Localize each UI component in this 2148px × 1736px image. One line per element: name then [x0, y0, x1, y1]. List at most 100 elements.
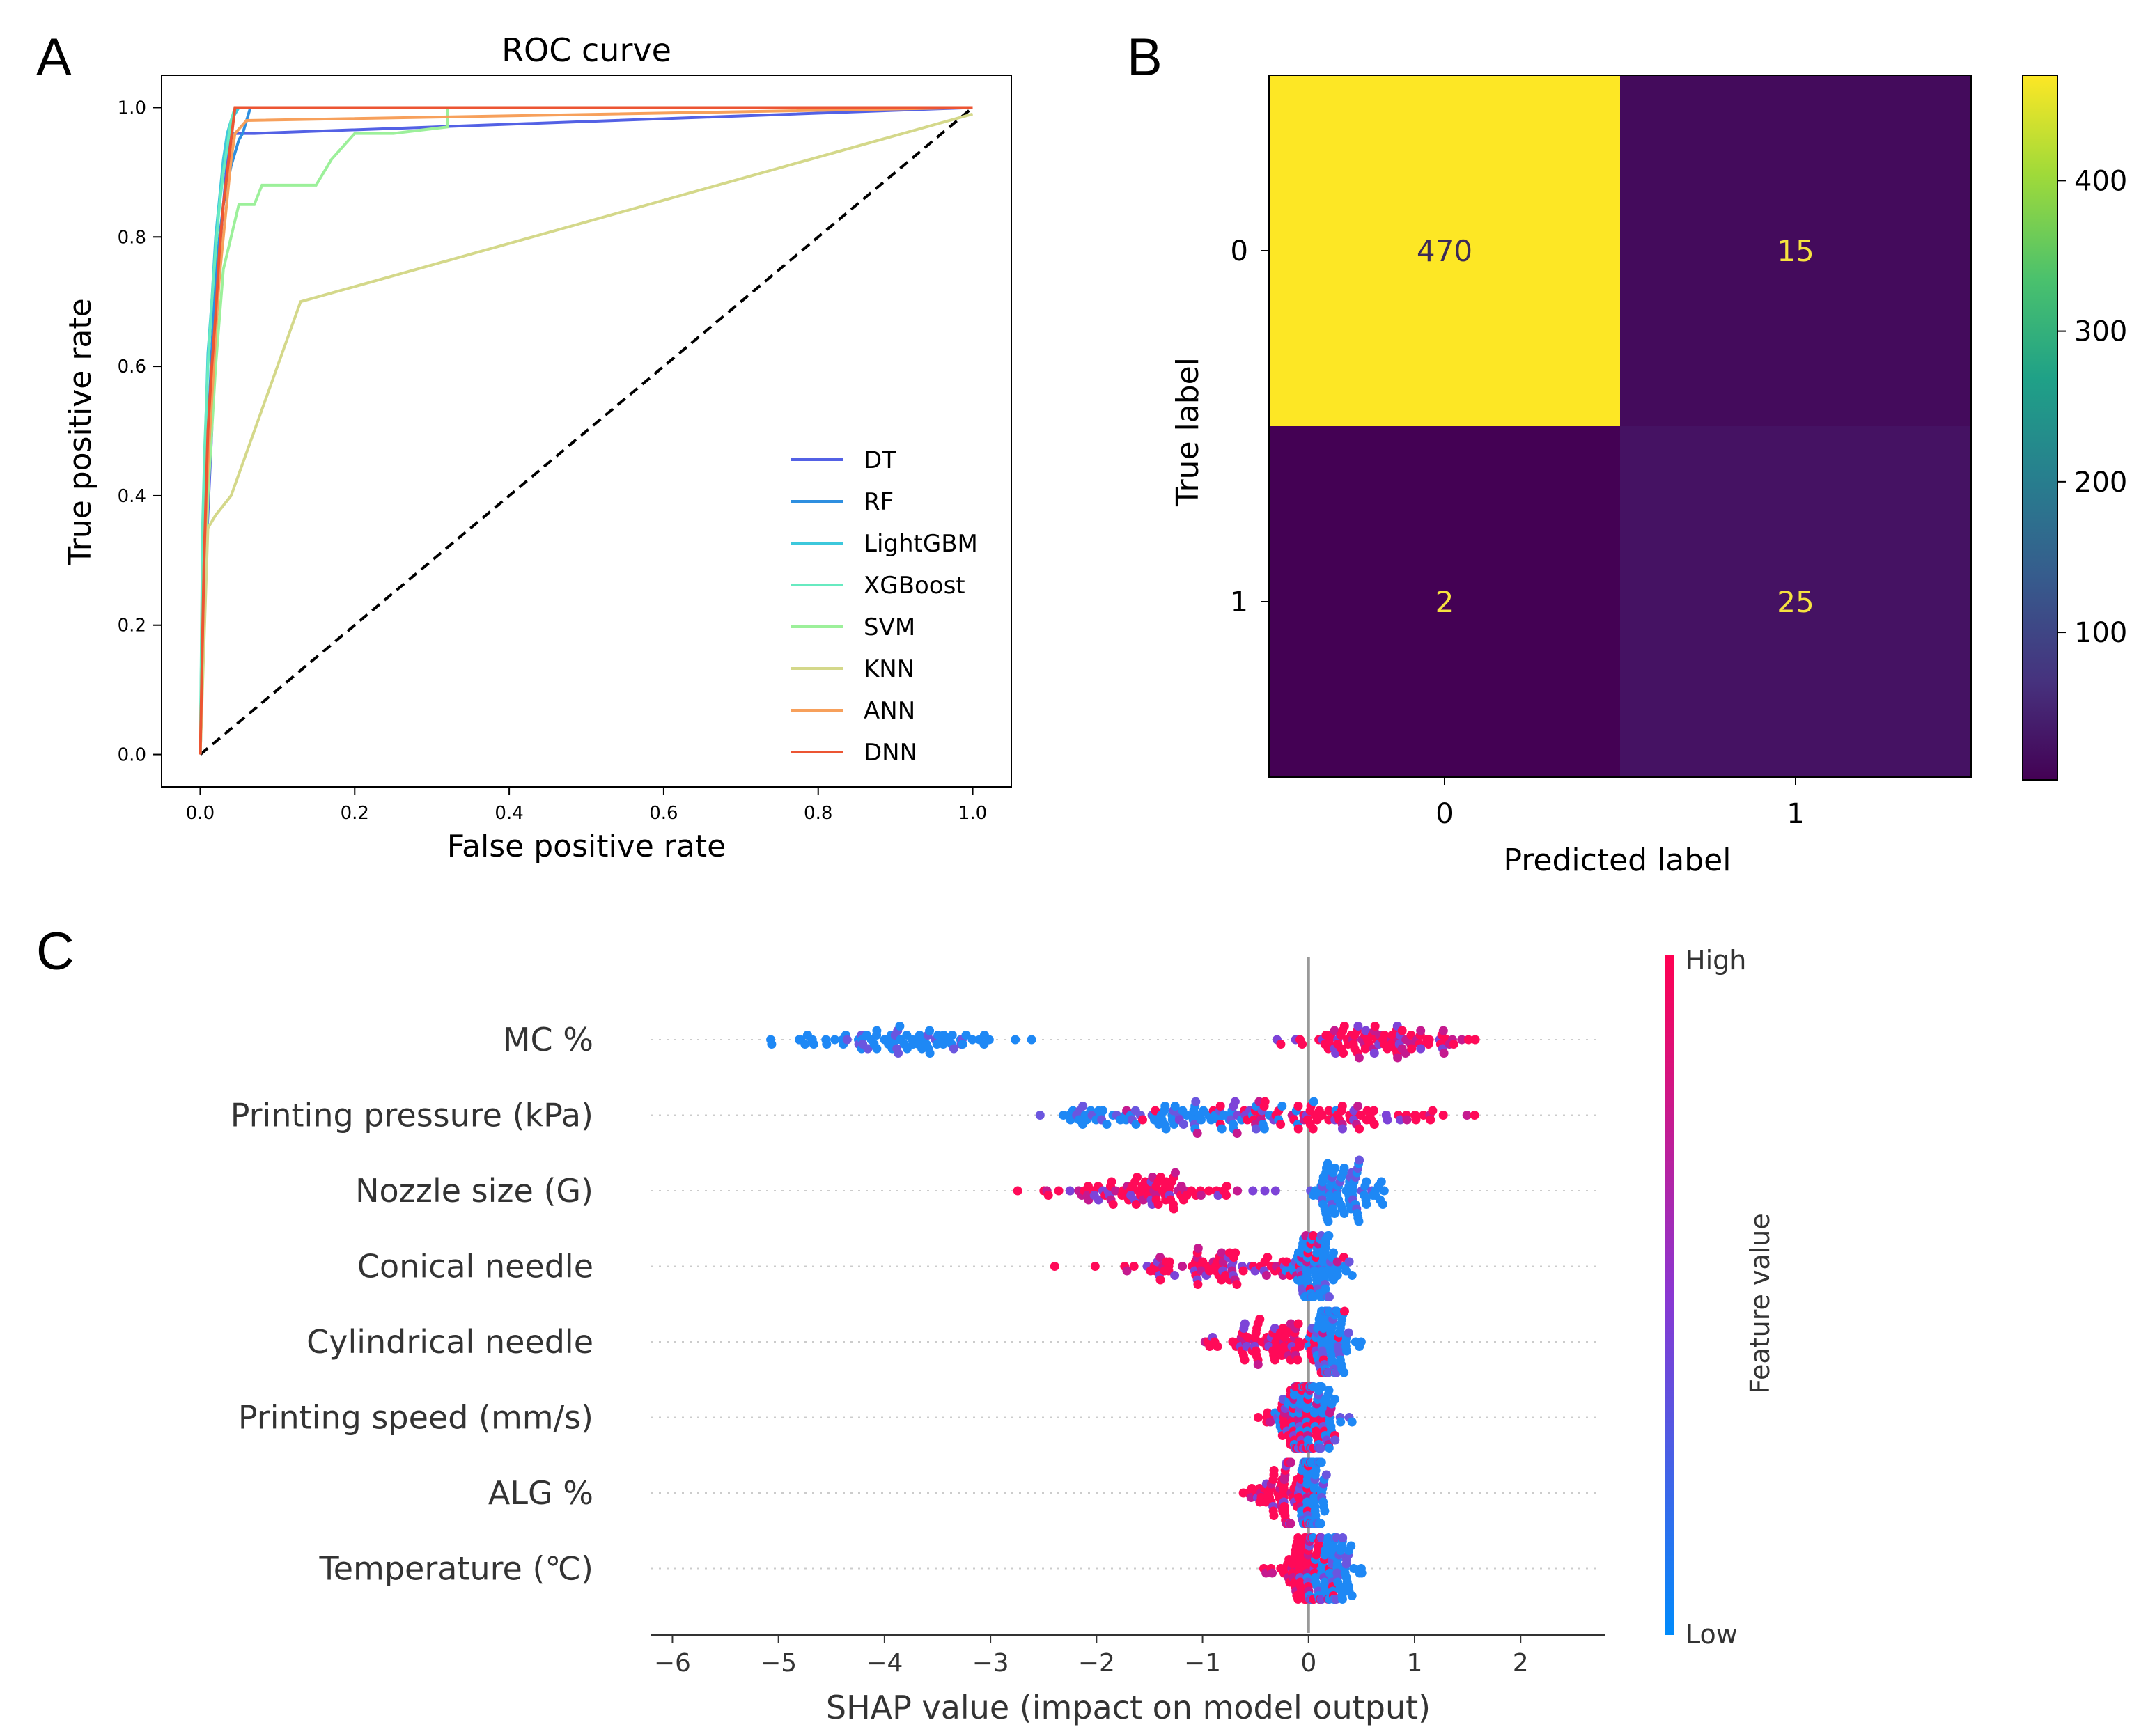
shap-dot: [872, 1026, 882, 1035]
shap-dot: [1098, 1106, 1107, 1116]
shap-dot: [830, 1035, 840, 1045]
shap-dot: [1155, 1275, 1165, 1285]
shap-dot: [1439, 1049, 1449, 1058]
shap-dot: [1347, 1417, 1357, 1427]
shap-dot: [1102, 1120, 1112, 1129]
shap-feature-label: Temperature (℃): [318, 1550, 593, 1588]
shap-dot: [1133, 1173, 1142, 1182]
shap-dot: [1339, 1209, 1349, 1218]
shap-dot: [1379, 1186, 1389, 1196]
shap-dot: [1380, 1031, 1390, 1040]
shap-xtick-label: −6: [654, 1649, 691, 1678]
shap-dot: [1339, 1049, 1348, 1058]
shap-feature-label: Cylindrical needle: [306, 1323, 593, 1361]
shap-dot: [1470, 1111, 1479, 1120]
shap-dot: [1252, 1124, 1261, 1134]
shap-dot: [1411, 1115, 1421, 1125]
shap-dot: [822, 1040, 832, 1049]
cm-cell-label-0-0: 470: [1417, 234, 1472, 268]
confusion-matrix-ticks: 0 1 0 1: [1231, 235, 1805, 830]
roc-xlabel: False positive rate: [447, 829, 726, 864]
confusion-matrix-panel: B 470 15 2 25 0 1 0 1 Predicted label True lab…: [1127, 28, 2127, 878]
shap-dot: [1416, 1026, 1426, 1035]
shap-dot: [1338, 1533, 1348, 1542]
shap-dot: [958, 1040, 967, 1049]
shap-dot: [1222, 1182, 1231, 1191]
shap-dot: [1232, 1280, 1242, 1289]
roc-series-knn: [199, 112, 974, 755]
shap-dot: [767, 1040, 777, 1049]
cm-colorbar-label: 300: [2074, 316, 2127, 348]
roc-series-xgboost: [199, 106, 973, 755]
shap-dot: [1449, 1040, 1458, 1049]
roc-legend-label-svm: SVM: [864, 613, 915, 641]
roc-xtick-label: 0.8: [804, 803, 832, 824]
roc-lines: [199, 106, 974, 756]
shap-dot: [1238, 1266, 1248, 1276]
shap-dot: [1330, 1164, 1340, 1173]
shap-dot: [1269, 1511, 1279, 1520]
shap-dot: [1263, 1253, 1273, 1262]
shap-dot: [1090, 1262, 1100, 1271]
shap-dot: [1282, 1257, 1291, 1267]
shap-dot: [1268, 1568, 1277, 1578]
shap-dot: [1344, 1257, 1354, 1267]
shap-colorbar-low: Low: [1686, 1619, 1738, 1650]
shap-dot: [1428, 1106, 1438, 1116]
shap-dot: [1324, 1231, 1334, 1240]
shap-dot: [1337, 1102, 1347, 1111]
shap-dot: [1339, 1164, 1349, 1173]
shap-dot: [1340, 1306, 1349, 1316]
shap-dot: [842, 1035, 852, 1045]
shap-dot: [1193, 1280, 1203, 1289]
cm-colorbar-label: 100: [2074, 617, 2127, 649]
shap-dot: [1169, 1204, 1178, 1214]
shap-dot: [1260, 1186, 1270, 1196]
shap-dot: [800, 1040, 810, 1049]
shap-dot: [1397, 1026, 1407, 1035]
roc-ytick-label: 0.4: [118, 486, 146, 507]
roc-legend-label-knn: KNN: [864, 655, 915, 683]
shap-dot: [1160, 1102, 1170, 1111]
shap-dot: [1357, 1568, 1367, 1578]
shap-dot: [1320, 1506, 1330, 1516]
shap-dot: [1191, 1097, 1201, 1106]
cm-frame: [1268, 75, 1972, 778]
shap-dot: [1330, 1209, 1339, 1218]
cm-cell-label-1-1: 25: [1777, 585, 1814, 619]
shap-dot: [1170, 1102, 1180, 1111]
shap-dot: [1266, 1417, 1275, 1427]
cm-xtick-label: 0: [1435, 798, 1453, 830]
shap-dot: [863, 1044, 873, 1054]
shap-dot: [1419, 1111, 1429, 1120]
roc-xtick-label: 0.6: [649, 803, 678, 824]
shap-dot: [1293, 1355, 1302, 1365]
shap-xtick-label: 1: [1407, 1649, 1423, 1678]
shap-feature-label: Printing speed (mm/s): [238, 1399, 593, 1437]
roc-legend-label-lightgbm: LightGBM: [864, 530, 978, 558]
shap-dot: [1463, 1035, 1473, 1045]
panel-c-letter: C: [36, 922, 75, 981]
shap-dot: [1293, 1102, 1303, 1111]
shap-dot: [1255, 1315, 1265, 1324]
shap-dot: [1013, 1186, 1022, 1196]
shap-dot: [1171, 1168, 1180, 1178]
shap-dot: [1329, 1248, 1338, 1258]
roc-legend-label-dnn: DNN: [864, 739, 917, 767]
shap-dot: [1309, 1231, 1318, 1240]
shap-dot: [1309, 1097, 1318, 1106]
shap-dot: [1217, 1248, 1227, 1258]
shap-dot: [1192, 1129, 1202, 1138]
shap-axis: −6 −5 −4 −3 −2 −1 0 1 2: [651, 1634, 1605, 1678]
roc-ytick-label: 0.0: [118, 745, 146, 766]
shap-dot: [1330, 1435, 1340, 1445]
shap-feature-label: Printing pressure (kPa): [231, 1097, 593, 1134]
shap-dot: [1232, 1129, 1242, 1138]
roc-legend-label-ann: ANN: [864, 697, 915, 725]
shap-dot: [1424, 1035, 1434, 1045]
shap-dot: [894, 1049, 903, 1058]
cm-xtick-label: 1: [1787, 798, 1804, 830]
shap-dot: [1196, 1191, 1206, 1200]
shap-dot: [1337, 1595, 1347, 1604]
shap-dot: [1035, 1111, 1045, 1120]
